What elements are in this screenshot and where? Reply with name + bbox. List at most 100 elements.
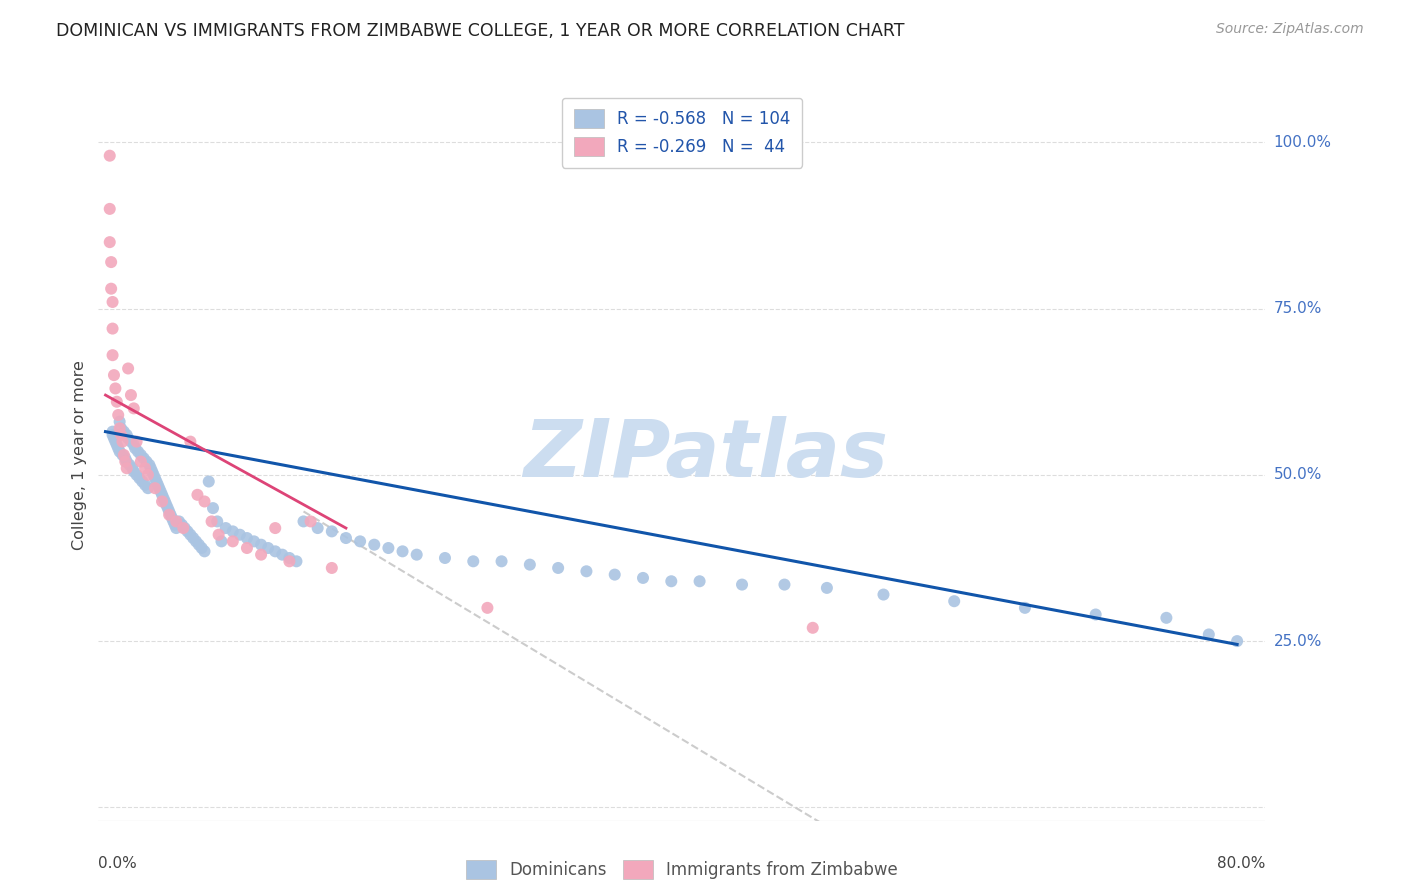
Point xyxy=(108,421,131,435)
Point xyxy=(872,588,894,602)
Text: 100.0%: 100.0% xyxy=(1274,135,1331,150)
Text: 80.0%: 80.0% xyxy=(1218,856,1265,871)
Point xyxy=(101,295,124,310)
Point xyxy=(335,531,357,545)
Point xyxy=(129,448,152,462)
Point xyxy=(190,541,212,555)
Point xyxy=(104,434,127,449)
Point xyxy=(122,465,145,479)
Point xyxy=(111,434,134,449)
Point xyxy=(105,394,128,409)
Point xyxy=(257,541,280,555)
Point xyxy=(391,544,413,558)
Point xyxy=(163,517,186,532)
Point xyxy=(1014,600,1036,615)
Point xyxy=(112,425,135,439)
Point xyxy=(193,544,215,558)
Point xyxy=(101,321,124,335)
Point xyxy=(201,501,224,516)
Point xyxy=(103,431,125,445)
Point xyxy=(278,554,301,568)
Point xyxy=(112,448,135,462)
Point xyxy=(179,434,201,449)
Point xyxy=(731,577,754,591)
Point xyxy=(1084,607,1107,622)
Point xyxy=(98,235,121,249)
Point xyxy=(1156,611,1178,625)
Point xyxy=(117,361,139,376)
Point xyxy=(124,442,146,456)
Point xyxy=(156,501,179,516)
Point xyxy=(153,494,176,508)
Point xyxy=(179,527,201,541)
Text: Source: ZipAtlas.com: Source: ZipAtlas.com xyxy=(1216,22,1364,37)
Point xyxy=(299,515,322,529)
Point xyxy=(98,149,121,163)
Point xyxy=(689,574,711,589)
Point xyxy=(405,548,427,562)
Point xyxy=(264,544,287,558)
Point xyxy=(114,454,136,468)
Point xyxy=(264,521,287,535)
Point xyxy=(631,571,654,585)
Point xyxy=(815,581,838,595)
Point xyxy=(139,461,162,475)
Point xyxy=(125,434,148,449)
Point xyxy=(125,467,148,482)
Point xyxy=(349,534,371,549)
Point xyxy=(197,475,219,489)
Point xyxy=(477,600,499,615)
Point xyxy=(165,515,187,529)
Point xyxy=(107,442,129,456)
Point xyxy=(149,484,172,499)
Point xyxy=(101,425,124,439)
Point xyxy=(155,498,177,512)
Point xyxy=(575,564,598,578)
Text: DOMINICAN VS IMMIGRANTS FROM ZIMBABWE COLLEGE, 1 YEAR OR MORE CORRELATION CHART: DOMINICAN VS IMMIGRANTS FROM ZIMBABWE CO… xyxy=(56,22,904,40)
Point xyxy=(491,554,513,568)
Point xyxy=(236,531,259,545)
Point xyxy=(132,451,155,466)
Point xyxy=(167,515,190,529)
Point xyxy=(377,541,399,555)
Point xyxy=(148,481,170,495)
Point xyxy=(207,515,229,529)
Point xyxy=(107,408,129,422)
Point xyxy=(184,534,207,549)
Point xyxy=(162,515,184,529)
Point xyxy=(285,554,308,568)
Point xyxy=(122,438,145,452)
Point xyxy=(108,415,131,429)
Point xyxy=(211,534,233,549)
Point xyxy=(145,475,167,489)
Point xyxy=(111,448,134,462)
Point xyxy=(433,551,456,566)
Point xyxy=(127,444,149,458)
Point xyxy=(250,548,273,562)
Point xyxy=(159,508,181,522)
Point xyxy=(117,431,139,445)
Point xyxy=(136,481,159,495)
Text: 0.0%: 0.0% xyxy=(98,856,138,871)
Point xyxy=(114,451,136,466)
Point xyxy=(105,438,128,452)
Point xyxy=(176,524,198,539)
Point xyxy=(1198,627,1220,641)
Point xyxy=(250,538,273,552)
Point xyxy=(103,368,125,383)
Point xyxy=(134,478,156,492)
Point xyxy=(187,538,209,552)
Point xyxy=(173,521,195,535)
Point xyxy=(120,388,142,402)
Point xyxy=(98,202,121,216)
Point xyxy=(115,428,138,442)
Point xyxy=(152,491,174,505)
Point xyxy=(134,461,156,475)
Point xyxy=(208,527,231,541)
Point xyxy=(547,561,569,575)
Point xyxy=(146,478,169,492)
Point xyxy=(135,454,157,468)
Text: ZIPatlas: ZIPatlas xyxy=(523,416,887,494)
Point xyxy=(129,454,152,468)
Point xyxy=(150,488,173,502)
